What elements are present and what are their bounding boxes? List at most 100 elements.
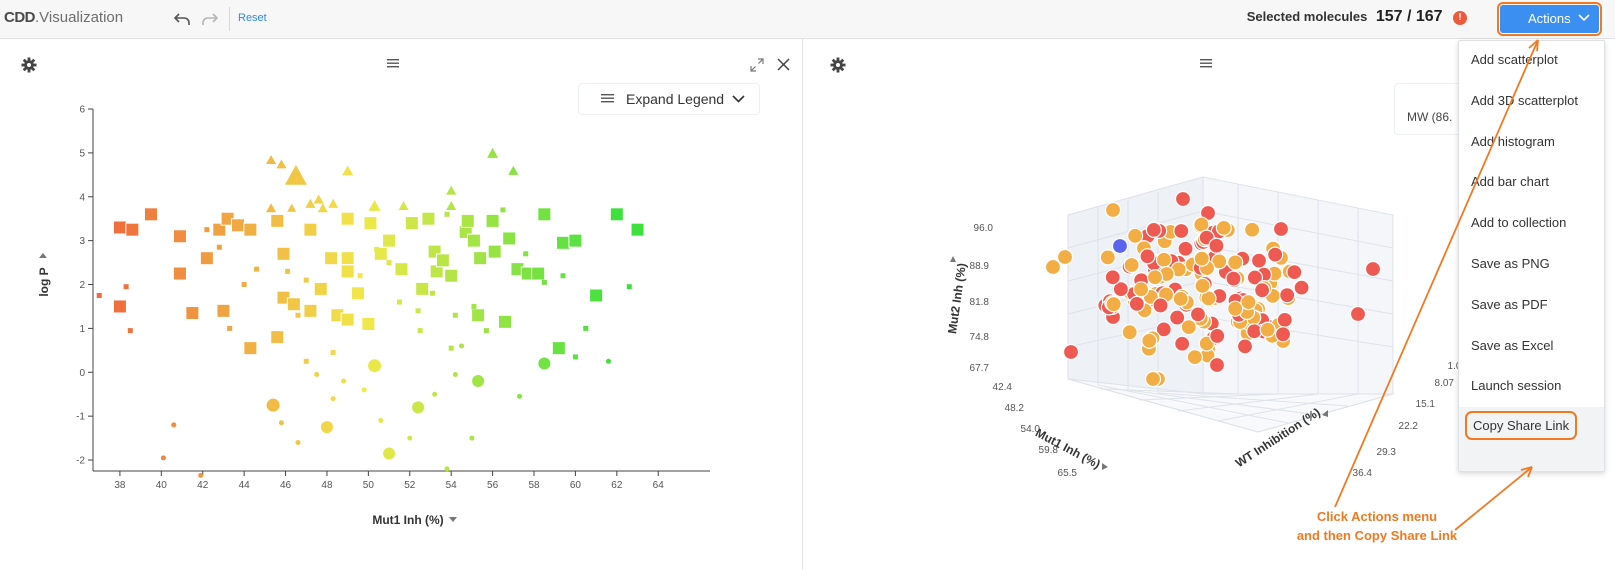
data-point[interactable] xyxy=(487,244,502,259)
data-point[interactable] xyxy=(185,306,200,321)
close-icon[interactable] xyxy=(777,58,790,71)
data-point[interactable] xyxy=(1139,248,1156,265)
data-point[interactable] xyxy=(551,341,566,356)
data-point[interactable] xyxy=(123,284,129,290)
data-point[interactable] xyxy=(287,203,297,212)
data-point[interactable] xyxy=(199,251,214,266)
data-point[interactable] xyxy=(243,222,258,237)
data-point[interactable] xyxy=(270,330,285,345)
data-point[interactable] xyxy=(212,222,227,237)
data-point[interactable] xyxy=(1259,321,1276,338)
data-point[interactable] xyxy=(487,147,499,158)
redo-icon[interactable] xyxy=(200,9,220,29)
data-point[interactable] xyxy=(1194,277,1211,294)
drag-handle-icon[interactable] xyxy=(387,59,399,68)
menu-item-add-histogram[interactable]: Add histogram xyxy=(1471,134,1555,149)
data-point[interactable] xyxy=(1180,318,1197,336)
data-point[interactable] xyxy=(1123,256,1140,274)
data-point[interactable] xyxy=(160,455,166,461)
data-point[interactable] xyxy=(1276,311,1293,329)
data-point[interactable] xyxy=(502,231,517,246)
data-point[interactable] xyxy=(1105,296,1122,313)
data-point[interactable] xyxy=(1208,356,1226,374)
data-point[interactable] xyxy=(1279,287,1296,304)
data-point[interactable] xyxy=(143,207,158,222)
menu-item-add-scatterplot[interactable]: Add scatterplot xyxy=(1471,52,1558,67)
data-point[interactable] xyxy=(1173,222,1190,240)
data-point[interactable] xyxy=(444,466,450,472)
data-point[interactable] xyxy=(471,308,486,323)
data-point[interactable] xyxy=(1128,295,1145,313)
data-point[interactable] xyxy=(446,201,457,211)
data-point[interactable] xyxy=(448,345,454,351)
reset-link[interactable]: Reset xyxy=(238,12,267,24)
data-point[interactable] xyxy=(483,328,489,334)
data-point[interactable] xyxy=(412,401,425,414)
data-point[interactable] xyxy=(330,350,336,356)
menu-item-add-3d-scatterplot[interactable]: Add 3D scatterplot xyxy=(1471,93,1578,108)
data-point[interactable] xyxy=(398,201,409,211)
data-point[interactable] xyxy=(204,227,210,233)
data-point[interactable] xyxy=(1172,290,1189,307)
data-point[interactable] xyxy=(276,159,287,169)
data-point[interactable] xyxy=(1145,221,1162,238)
menu-item-add-to-collection[interactable]: Add to collection xyxy=(1471,215,1567,230)
data-point[interactable] xyxy=(1293,279,1310,296)
data-point[interactable] xyxy=(1174,335,1191,352)
data-point[interactable] xyxy=(216,244,222,250)
expand-legend-button[interactable]: Expand Legend xyxy=(578,83,760,115)
data-point[interactable] xyxy=(1208,237,1225,254)
data-point[interactable] xyxy=(1144,370,1162,388)
data-point[interactable] xyxy=(313,194,324,204)
data-point[interactable] xyxy=(266,398,280,412)
data-point[interactable] xyxy=(1211,253,1228,270)
data-point[interactable] xyxy=(1244,221,1261,238)
data-point[interactable] xyxy=(537,207,552,222)
data-point[interactable] xyxy=(444,268,459,283)
data-point[interactable] xyxy=(330,396,336,402)
data-point[interactable] xyxy=(1112,281,1129,298)
z-axis-dropdown-icon[interactable] xyxy=(1322,410,1328,417)
data-point[interactable] xyxy=(172,229,187,244)
data-point[interactable] xyxy=(1215,219,1232,236)
data-point[interactable] xyxy=(1236,338,1254,355)
data-point[interactable] xyxy=(378,418,384,424)
data-point[interactable] xyxy=(1152,297,1169,314)
data-point[interactable] xyxy=(368,200,381,211)
data-point[interactable] xyxy=(472,375,485,388)
data-point[interactable] xyxy=(386,260,392,266)
data-point[interactable] xyxy=(471,303,477,309)
data-point[interactable] xyxy=(609,207,624,222)
data-point[interactable] xyxy=(266,203,277,213)
data-point[interactable] xyxy=(1274,326,1292,343)
data-point[interactable] xyxy=(1240,294,1257,311)
data-point[interactable] xyxy=(303,303,318,318)
data-point[interactable] xyxy=(1364,260,1382,278)
menu-item-save-png[interactable]: Save as PNG xyxy=(1471,256,1550,271)
data-point[interactable] xyxy=(523,251,529,257)
data-point[interactable] xyxy=(295,312,301,318)
data-point[interactable] xyxy=(1227,300,1244,317)
data-point[interactable] xyxy=(415,281,430,296)
data-point[interactable] xyxy=(1155,251,1173,268)
data-point[interactable] xyxy=(328,198,339,208)
data-point[interactable] xyxy=(1056,248,1074,266)
data-point[interactable] xyxy=(589,288,604,303)
data-point[interactable] xyxy=(630,222,645,237)
data-point[interactable] xyxy=(1246,269,1263,286)
data-point[interactable] xyxy=(572,354,578,360)
data-point[interactable] xyxy=(340,264,355,279)
data-point[interactable] xyxy=(383,447,396,460)
data-point[interactable] xyxy=(469,435,475,441)
data-point[interactable] xyxy=(1127,227,1144,244)
data-point[interactable] xyxy=(1225,270,1242,287)
data-point[interactable] xyxy=(96,292,102,298)
data-point[interactable] xyxy=(125,222,140,237)
data-point[interactable] xyxy=(1189,306,1207,323)
data-point[interactable] xyxy=(361,387,367,393)
data-point[interactable] xyxy=(531,266,546,281)
data-point[interactable] xyxy=(1193,250,1210,267)
data-point[interactable] xyxy=(368,359,382,373)
data-point[interactable] xyxy=(1132,281,1150,298)
x-axis-label[interactable]: Mut1 Inh (%) xyxy=(372,513,443,527)
